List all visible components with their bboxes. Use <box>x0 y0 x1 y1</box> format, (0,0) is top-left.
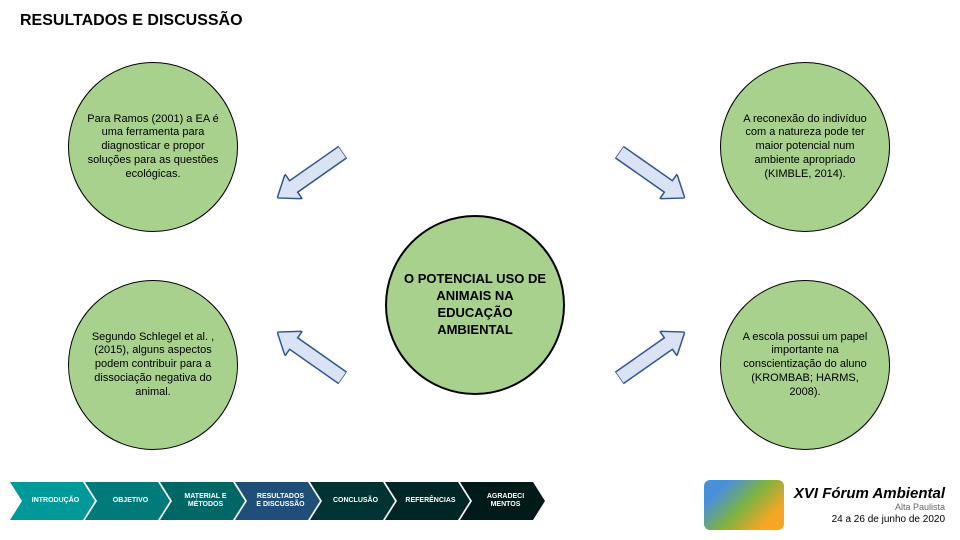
page-title: RESULTADOS E DISCUSSÃO <box>20 12 243 30</box>
arrow-to-ramos <box>269 140 352 210</box>
center-bubble-text: O POTENCIAL USO DE ANIMAIS NA EDUCAÇÃO A… <box>401 271 549 339</box>
nav-agradecimentos[interactable]: AGRADECI MENTOS <box>460 482 545 520</box>
arrow-to-kimble <box>611 140 694 210</box>
bubble-krombab-text: A escola possui um papel importante na c… <box>735 331 875 400</box>
event-title: XVI Fórum Ambiental <box>794 485 945 502</box>
event-subtitle: Alta Paulista <box>794 502 945 512</box>
bubble-ramos-text: Para Ramos (2001) a EA é uma ferramenta … <box>83 113 223 182</box>
footer: XVI Fórum Ambiental Alta Paulista 24 a 2… <box>704 480 945 530</box>
event-date: 24 a 26 de junho de 2020 <box>794 514 945 525</box>
center-bubble: O POTENCIAL USO DE ANIMAIS NA EDUCAÇÃO A… <box>385 215 565 395</box>
bubble-kimble-text: A reconexão do indivíduo com a natureza … <box>735 113 875 182</box>
bubble-schlegel-text: Segundo Schlegel et al. , (2015), alguns… <box>83 331 223 400</box>
nav-objetivo[interactable]: OBJETIVO <box>85 482 170 520</box>
bubble-krombab: A escola possui um papel importante na c… <box>720 280 890 450</box>
bubble-ramos: Para Ramos (2001) a EA é uma ferramenta … <box>68 62 238 232</box>
bubble-kimble: A reconexão do indivíduo com a natureza … <box>720 62 890 232</box>
bubble-schlegel: Segundo Schlegel et al. , (2015), alguns… <box>68 280 238 450</box>
nav-referencias[interactable]: REFERÊNCIAS <box>385 482 470 520</box>
arrow-to-schlegel <box>269 320 352 390</box>
event-logo-icon <box>704 480 784 530</box>
nav-introducao[interactable]: INTRODUÇÃO <box>10 482 95 520</box>
nav-conclusao[interactable]: CONCLUSÃO <box>310 482 395 520</box>
arrow-to-krombab <box>611 320 694 390</box>
nav-material[interactable]: MATERIAL E MÉTODOS <box>160 482 245 520</box>
footer-text: XVI Fórum Ambiental Alta Paulista 24 a 2… <box>794 485 945 525</box>
nav-resultados[interactable]: RESULTADOS E DISCUSSÃO <box>235 482 320 520</box>
nav-chevrons: INTRODUÇÃO OBJETIVO MATERIAL E MÉTODOS R… <box>10 482 545 520</box>
